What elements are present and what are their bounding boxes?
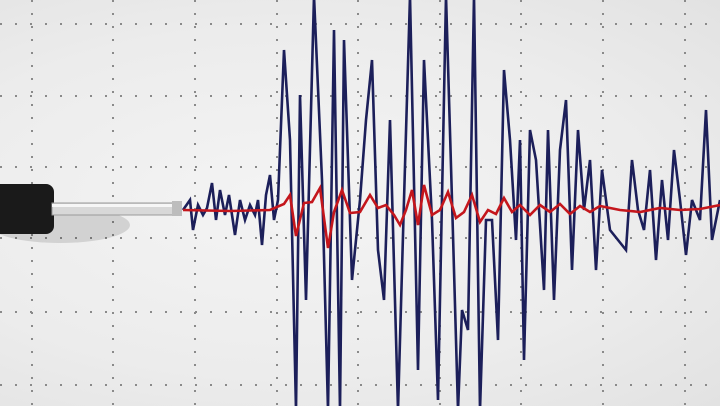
secondary-trace [182,184,720,249]
seismograph-stylus-icon [0,184,182,243]
